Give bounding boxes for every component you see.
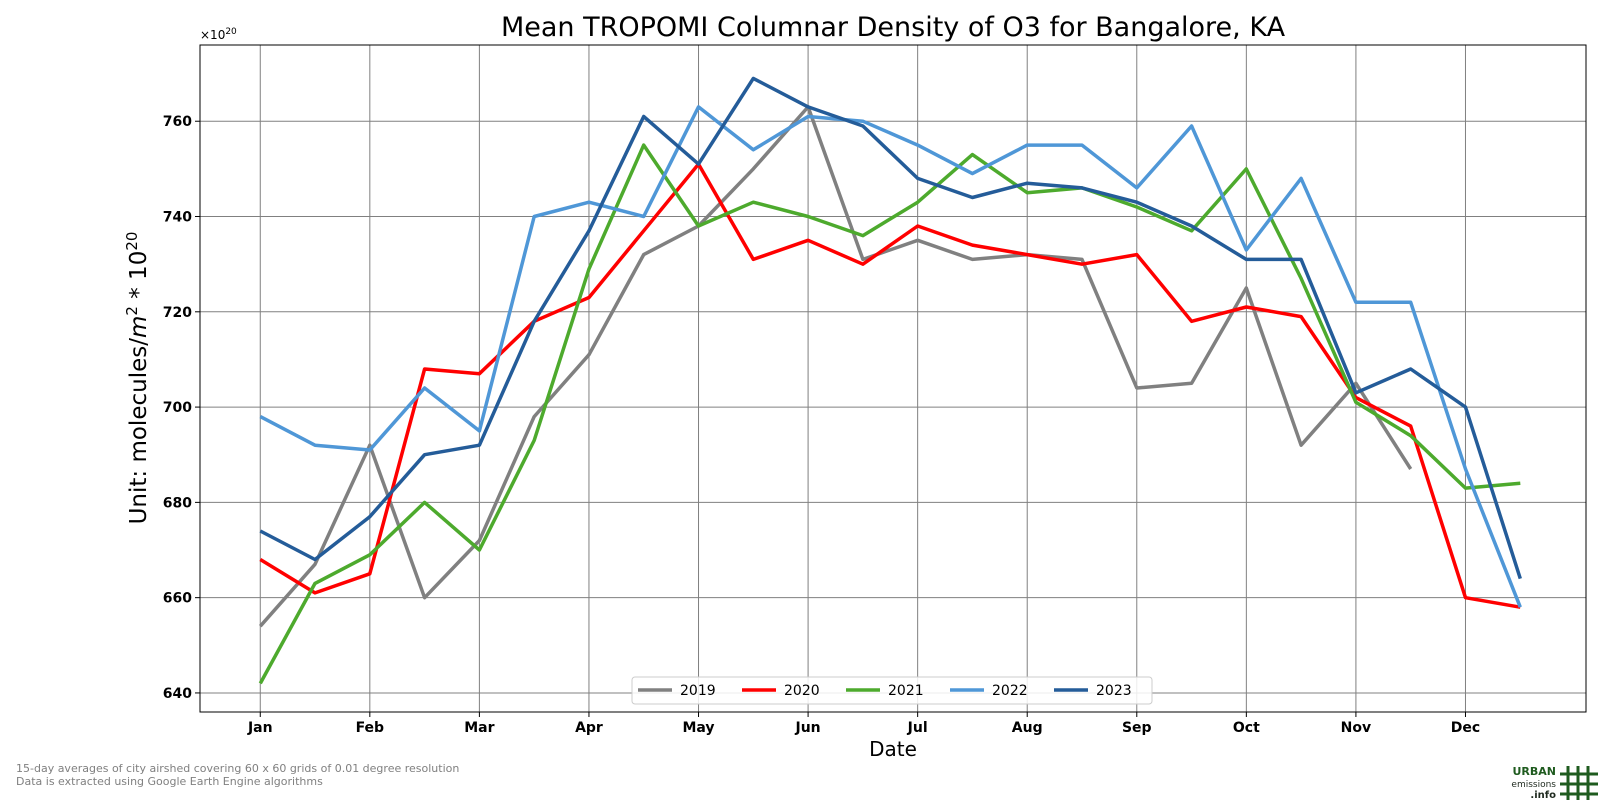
- legend-frame: [631, 676, 1153, 705]
- y-tick-label: 720: [163, 305, 192, 321]
- x-tick-label: May: [682, 720, 714, 736]
- series-lines: [258, 76, 1522, 685]
- urban-emissions-logo: URBAN emissions .info: [1511, 765, 1598, 800]
- x-tick-label: Oct: [1233, 720, 1260, 736]
- x-tick-label: Jun: [795, 720, 821, 736]
- legend-label-2021: 2021: [888, 683, 924, 699]
- x-tick-label: Jul: [907, 720, 928, 736]
- plot-border: [199, 44, 1587, 713]
- y-axis-label: Unit: molecules/m2 * 1020: [123, 232, 152, 525]
- legend-label-2020: 2020: [784, 683, 820, 699]
- x-tick-label: Nov: [1341, 720, 1371, 736]
- x-tick-label: Feb: [356, 720, 385, 736]
- x-axis-label: Date: [869, 737, 917, 761]
- x-tick-label: Jan: [247, 720, 273, 736]
- plot-area: [200, 45, 1586, 712]
- x-axis: Jan Feb Mar Apr May Jun Jul Aug Sep Oct Nov Dec: [247, 712, 1480, 736]
- x-tick-label: Aug: [1012, 720, 1043, 736]
- footnote-line-1: 15-day averages of city airshed covering…: [16, 762, 460, 775]
- y-offset-label: ×1020: [200, 27, 237, 42]
- x-tick-label: Dec: [1451, 720, 1480, 736]
- series-line-2020: [259, 162, 1521, 609]
- legend: 2019 2020 2021 2022 2023: [631, 676, 1153, 705]
- series-line-2021: [258, 143, 1521, 685]
- x-tick-label: Mar: [464, 720, 494, 736]
- grid-icon: [1560, 766, 1598, 800]
- y-tick-label: 680: [163, 495, 192, 511]
- x-tick-label: Sep: [1122, 720, 1152, 736]
- y-axis: 640 660 680 700 720 740 760: [163, 114, 200, 702]
- legend-label-2022: 2022: [992, 683, 1028, 699]
- y-tick-label: 660: [163, 591, 192, 607]
- chart-title: Mean TROPOMI Columnar Density of O3 for …: [501, 12, 1286, 43]
- series-line-2022: [259, 105, 1522, 608]
- legend-label-2023: 2023: [1096, 683, 1132, 699]
- y-tick-label: 760: [163, 114, 192, 130]
- footnote-line-2: Data is extracted using Google Earth Eng…: [16, 775, 323, 788]
- logo-text-emissions: emissions: [1511, 780, 1556, 790]
- y-tick-label: 640: [163, 686, 192, 702]
- series-line-2019: [258, 105, 1413, 628]
- y-tick-label: 700: [163, 400, 192, 416]
- logo-text-info: .info: [1530, 790, 1556, 800]
- logo-text-urban: URBAN: [1512, 765, 1556, 778]
- legend-label-2019: 2019: [680, 683, 716, 699]
- x-tick-label: Apr: [575, 720, 603, 736]
- series-line-2023: [259, 76, 1522, 580]
- y-tick-label: 740: [163, 210, 192, 226]
